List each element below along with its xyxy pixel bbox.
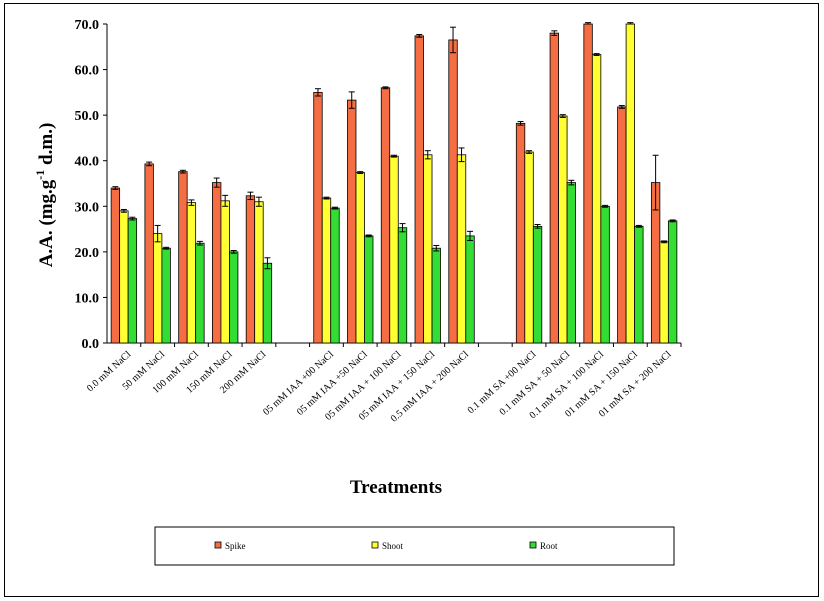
bar-shoot: [220, 200, 230, 344]
bar-root: [532, 225, 543, 344]
bar-shoot: [152, 233, 163, 344]
bar-shoot: [254, 201, 264, 344]
y-tick-label: 60.0: [75, 64, 100, 79]
bar-spike: [212, 182, 222, 344]
y-tick-label: 0.0: [82, 337, 100, 352]
bar-root: [667, 220, 678, 344]
bar-spike: [414, 35, 424, 344]
y-tick-label: 70.0: [75, 18, 100, 33]
bar-root: [195, 242, 205, 344]
legend-label-shoot: Shoot: [382, 541, 404, 551]
bar-spike: [110, 187, 121, 344]
bar-spike: [515, 122, 526, 344]
bar-shoot: [659, 241, 669, 344]
legend-label-spike: Spike: [225, 541, 246, 551]
bar-spike: [313, 91, 323, 344]
y-tick-label: 20.0: [75, 246, 100, 261]
bar-spike: [347, 99, 357, 344]
legend-label-root: Root: [540, 541, 558, 551]
bar-spike: [245, 195, 256, 344]
y-axis-title: A.A. (mg.g-1 d.m.): [33, 123, 57, 268]
bar-shoot: [456, 154, 467, 344]
bar-root: [364, 235, 374, 344]
bar-spike: [583, 23, 593, 344]
legend-swatch-shoot: [371, 541, 379, 549]
x-axis-title: Treatments: [350, 477, 442, 498]
bar-root: [634, 225, 644, 344]
bar-shoot: [423, 154, 433, 344]
legend-swatch-root: [529, 541, 537, 549]
bar-root: [127, 218, 138, 344]
bar-root: [397, 227, 408, 344]
bar-shoot: [524, 151, 534, 344]
bar-shoot: [355, 172, 365, 344]
bar-root: [262, 262, 273, 344]
bar-root: [330, 207, 340, 344]
bar-spike: [178, 171, 188, 344]
legend-box: [154, 526, 675, 566]
y-tick-label: 30.0: [75, 200, 100, 215]
bar-shoot: [186, 202, 197, 344]
bar-shoot: [119, 210, 129, 344]
bar-root: [566, 182, 576, 344]
bar-shoot: [389, 155, 399, 344]
bar-spike: [144, 163, 154, 344]
bar-shoot: [558, 115, 568, 344]
legend-swatch-spike: [214, 541, 222, 549]
bar-root: [600, 205, 610, 344]
bar-root: [161, 247, 171, 344]
chart-frame: [4, 3, 819, 597]
bar-shoot: [625, 23, 636, 344]
bar-root: [431, 247, 441, 344]
y-tick-label: 10.0: [75, 291, 100, 306]
bar-spike: [617, 106, 627, 344]
bar-spike: [549, 32, 559, 344]
bar-shoot: [591, 54, 602, 344]
y-tick-label: 40.0: [75, 155, 100, 170]
legend: Spike Shoot Root: [154, 526, 675, 566]
y-tick-label: 50.0: [75, 109, 100, 124]
bar-spike: [380, 87, 391, 344]
bar-shoot: [321, 197, 332, 344]
bar-spike: [448, 39, 458, 344]
bar-root: [465, 235, 475, 344]
bar-root: [229, 251, 239, 344]
